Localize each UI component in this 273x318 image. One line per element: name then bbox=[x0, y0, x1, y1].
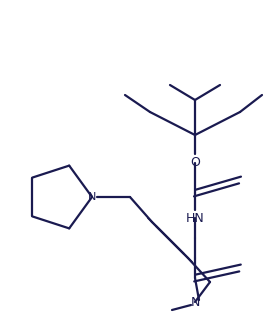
Text: HN: HN bbox=[186, 211, 204, 225]
Text: O: O bbox=[190, 156, 200, 169]
Text: N: N bbox=[88, 192, 96, 202]
Text: N: N bbox=[190, 295, 200, 308]
